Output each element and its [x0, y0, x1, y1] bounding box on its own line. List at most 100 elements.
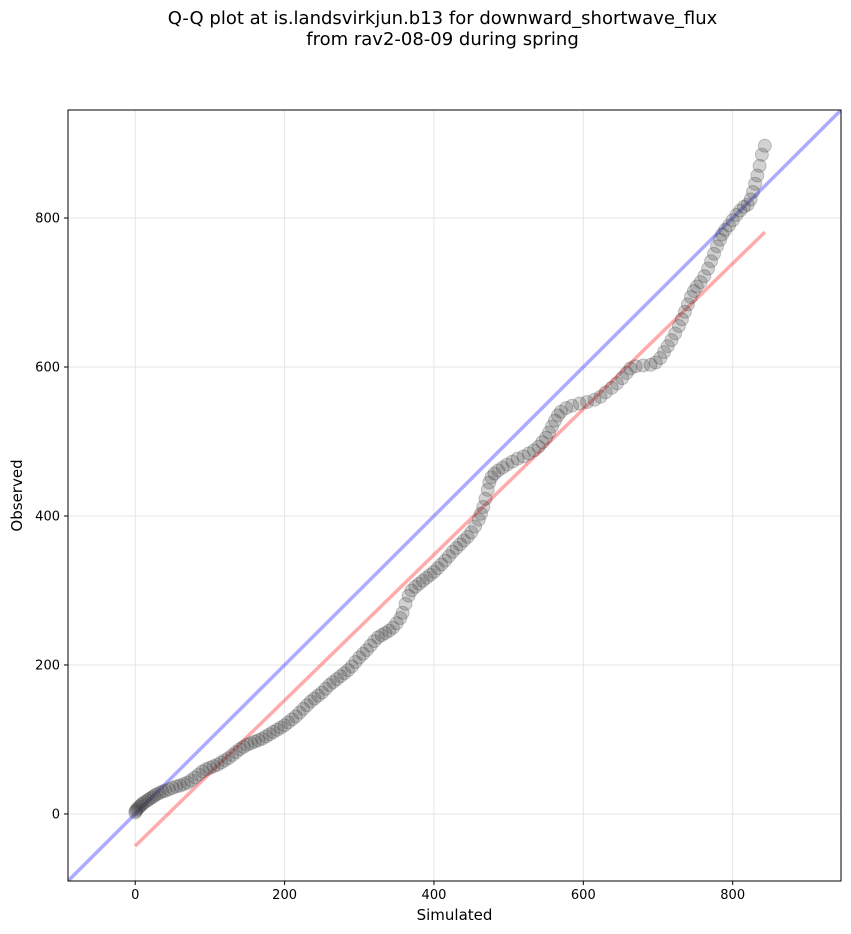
data-point: [733, 203, 748, 218]
data-point: [389, 616, 404, 631]
data-point: [255, 731, 270, 746]
data-point: [202, 760, 217, 775]
data-point: [262, 727, 277, 742]
data-point: [715, 227, 730, 242]
data-point: [686, 284, 701, 299]
x-tick-label: 400: [422, 888, 447, 903]
data-point: [604, 380, 619, 395]
data-point: [430, 561, 445, 576]
data-point: [580, 395, 595, 410]
y-tick-label: 600: [35, 361, 60, 376]
data-point: [258, 729, 273, 744]
data-point: [478, 491, 493, 506]
data-point: [718, 222, 733, 237]
data-point: [550, 408, 565, 423]
chart-subtitle: from rav2-08-09 during spring: [306, 29, 579, 50]
data-point: [636, 358, 651, 373]
data-point: [619, 365, 634, 380]
data-point: [704, 254, 719, 269]
data-point: [500, 457, 515, 472]
data-point: [374, 628, 389, 643]
data-point: [677, 304, 692, 319]
data-point: [140, 793, 155, 808]
data-point: [385, 620, 400, 635]
data-point: [527, 443, 542, 458]
data-point: [660, 339, 675, 354]
data-point: [701, 261, 716, 276]
data-point: [752, 158, 767, 173]
data-point: [296, 701, 311, 716]
data-point: [468, 519, 483, 534]
data-point: [135, 796, 150, 811]
data-point: [180, 775, 195, 790]
data-point: [438, 553, 453, 568]
data-point: [359, 643, 374, 658]
data-point: [683, 289, 698, 304]
y-axis-label: Observed: [8, 459, 26, 531]
data-point: [311, 688, 326, 703]
y-tick-label: 0: [52, 807, 60, 822]
data-point: [565, 398, 580, 413]
data-point: [152, 786, 167, 801]
grid: [68, 110, 841, 881]
data-point: [128, 805, 143, 820]
data-point: [476, 500, 491, 515]
data-point: [240, 737, 255, 752]
data-point: [232, 742, 247, 757]
data-point: [367, 634, 382, 649]
data-point: [505, 454, 520, 469]
data-point: [680, 297, 695, 312]
data-point: [721, 218, 736, 233]
data-point: [393, 611, 408, 626]
x-tick-label: 0: [131, 888, 139, 903]
data-points: [128, 138, 772, 820]
data-point: [593, 389, 608, 404]
data-point: [471, 512, 486, 527]
data-point: [401, 588, 416, 603]
y-tick-label: 800: [35, 212, 60, 227]
data-point: [303, 694, 318, 709]
fit-line: [133, 230, 767, 848]
data-point: [426, 564, 441, 579]
data-point: [748, 176, 763, 191]
data-point: [674, 312, 689, 327]
data-point: [270, 722, 285, 737]
chart-title-block: Q-Q plot at is.landsvirkjun.b13 for down…: [0, 8, 851, 50]
data-point: [144, 790, 159, 805]
data-point: [378, 625, 393, 640]
data-point: [273, 720, 288, 735]
data-point: [134, 798, 149, 813]
data-point: [544, 419, 559, 434]
data-point: [487, 466, 502, 481]
data-point: [277, 718, 292, 733]
x-tick-label: 800: [720, 888, 745, 903]
data-point: [398, 596, 413, 611]
data-point: [382, 623, 397, 638]
data-point: [356, 646, 371, 661]
data-point: [710, 239, 725, 254]
data-point: [653, 351, 668, 366]
data-point: [445, 544, 460, 559]
data-point: [247, 734, 262, 749]
data-point: [225, 748, 240, 763]
data-point: [288, 709, 303, 724]
data-point: [173, 778, 188, 793]
data-point: [195, 764, 210, 779]
data-point: [535, 435, 550, 450]
data-point: [598, 385, 613, 400]
data-point: [697, 269, 712, 284]
data-point: [314, 685, 329, 700]
data-point: [516, 449, 531, 464]
data-point: [643, 357, 658, 372]
data-point: [191, 767, 206, 782]
data-point: [559, 400, 574, 415]
data-point: [187, 770, 202, 785]
data-point: [713, 232, 728, 247]
data-point: [243, 736, 258, 751]
data-point: [707, 246, 722, 261]
data-point: [161, 782, 176, 797]
data-point: [423, 567, 438, 582]
data-point: [587, 392, 602, 407]
data-point: [464, 525, 479, 540]
data-point: [221, 751, 236, 766]
